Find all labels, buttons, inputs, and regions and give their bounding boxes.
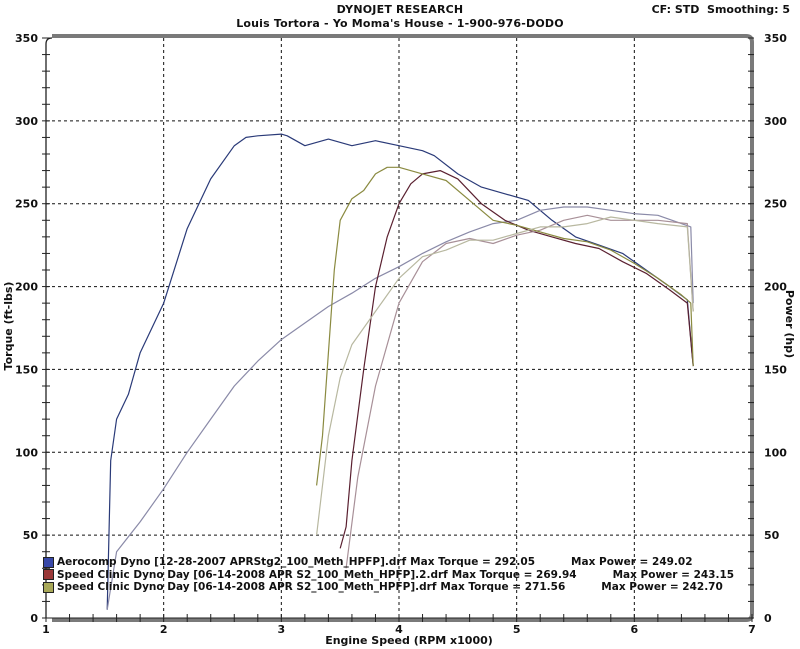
legend-item: Speed Clinic Dyno Day [06-14-2008 APR S2… xyxy=(43,581,734,594)
x-axis-title: Engine Speed (RPM x1000) xyxy=(325,634,493,647)
y-tick-label: 150 xyxy=(15,363,38,376)
y-tick-label: 0 xyxy=(30,612,38,625)
legend-max-torque: Max Torque = 269.94 xyxy=(451,568,577,581)
legend-item: Aerocomp Dyno [12-28-2007 APRStg2_100_Me… xyxy=(43,556,734,569)
y-tick-label: 200 xyxy=(15,281,38,294)
x-tick-label: 1 xyxy=(42,623,50,636)
legend: Aerocomp Dyno [12-28-2007 APRStg2_100_Me… xyxy=(43,556,734,594)
correction-factor-label: CF: STD Smoothing: 5 xyxy=(651,3,790,16)
plot-frame xyxy=(52,34,754,622)
legend-swatch xyxy=(43,556,54,568)
legend-max-power: Max Power = 249.02 xyxy=(571,556,693,568)
y2-tick-label: 350 xyxy=(764,32,787,45)
legend-swatch xyxy=(43,581,54,593)
data-series-line xyxy=(316,216,694,536)
y2-tick-label: 50 xyxy=(764,529,780,542)
legend-label: Aerocomp Dyno [12-28-2007 APRStg2_100_Me… xyxy=(57,556,407,568)
legend-label: Speed Clinic Dyno Day [06-14-2008 APR S2… xyxy=(57,581,437,593)
y2-tick-label: 150 xyxy=(764,363,787,376)
data-series-line xyxy=(106,206,694,610)
y-axis-title: Torque (ft-lbs) xyxy=(2,282,15,371)
y2-axis-title: Power (hp) xyxy=(783,290,796,358)
legend-max-power: Max Power = 242.70 xyxy=(601,581,723,593)
legend-item: Speed Clinic Dyno Day [06-14-2008 APR S2… xyxy=(43,569,734,582)
data-series-line xyxy=(316,166,694,486)
x-tick-label: 3 xyxy=(278,623,286,636)
data-series-line xyxy=(345,214,694,569)
data-series-line xyxy=(106,133,694,610)
y-tick-label: 50 xyxy=(23,529,39,542)
x-tick-label: 4 xyxy=(395,623,403,636)
legend-max-power: Max Power = 243.15 xyxy=(612,568,735,581)
y2-tick-label: 0 xyxy=(764,612,772,625)
x-tick-label: 2 xyxy=(160,623,168,636)
y2-tick-label: 200 xyxy=(764,281,787,294)
legend-label: Speed Clinic Dyno Day [06-14-2008 APR S2… xyxy=(57,568,448,581)
x-tick-label: 6 xyxy=(631,623,639,636)
y-tick-label: 100 xyxy=(15,446,38,459)
data-series-line xyxy=(339,170,694,549)
y2-tick-label: 300 xyxy=(764,115,787,128)
legend-swatch xyxy=(43,569,54,581)
y-tick-label: 350 xyxy=(15,32,38,45)
chart-title: DYNOJET RESEARCH xyxy=(336,3,464,16)
legend-max-torque: Max Torque = 292.05 xyxy=(410,556,536,568)
x-tick-label: 5 xyxy=(513,623,521,636)
y2-tick-label: 250 xyxy=(764,198,787,211)
y-tick-label: 250 xyxy=(15,198,38,211)
x-tick-label: 7 xyxy=(748,623,756,636)
legend-max-torque: Max Torque = 271.56 xyxy=(440,581,566,593)
chart-subtitle: Louis Tortora - Yo Moma's House - 1-900-… xyxy=(236,17,564,30)
y2-tick-label: 100 xyxy=(764,446,787,459)
y-tick-label: 300 xyxy=(15,115,38,128)
